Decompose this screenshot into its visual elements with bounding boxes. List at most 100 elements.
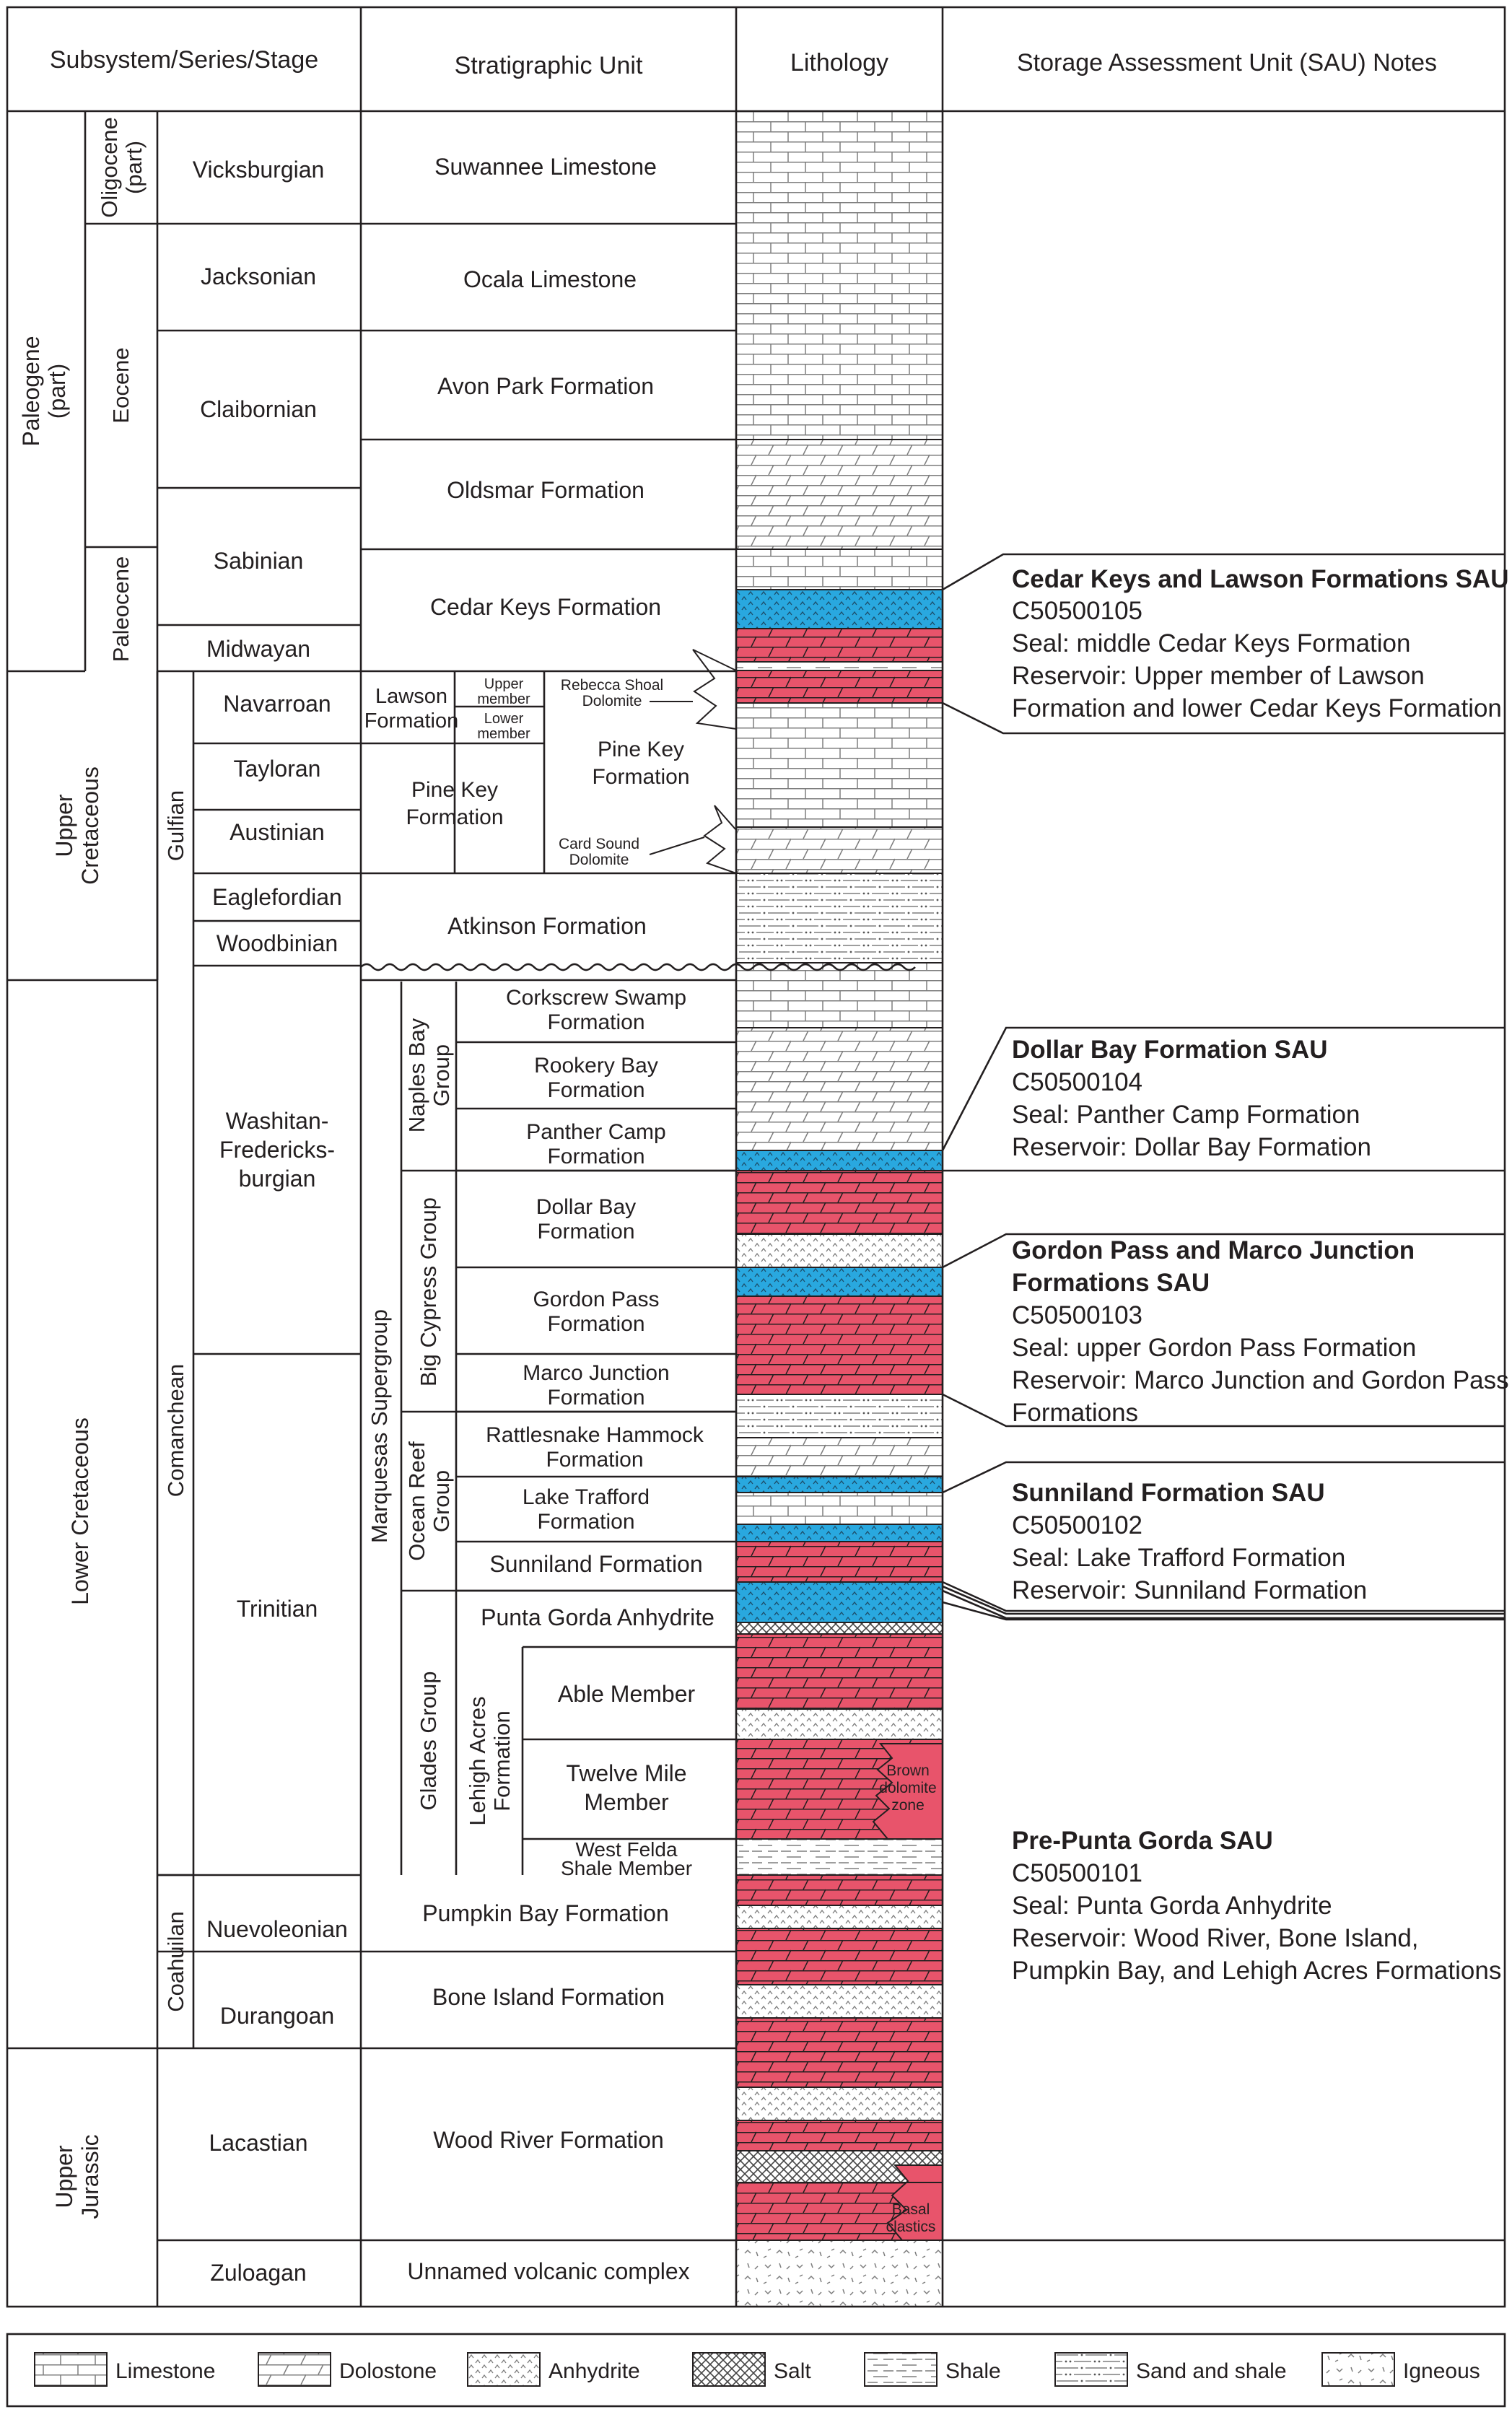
label-basal-clastics: Basal clastics [886,2201,936,2235]
unconformity-line [360,963,916,971]
legend-salt-label: Salt [774,2359,811,2383]
lith-salt-thin [736,1622,943,1634]
lith-limestone-cedar [736,549,943,590]
table-grid [6,6,1506,2308]
sau-sunniland-title: Sunniland Formation SAU [1012,1479,1325,1507]
sau-dollar-bay-line3: Reservoir: Dollar Bay Formation [1012,1133,1371,1161]
series-gulfian: Gulfian [163,790,188,861]
lith-anhydrite-boneisland [736,1985,943,2018]
series-oligocene: Oligocene(part) [97,117,147,218]
stage-labels: Vicksburgian Jacksonian Claibornian Sabi… [193,157,348,2286]
legend: Limestone Dolostone Anhydrite Salt Shale… [6,2333,1506,2408]
unit-corkscrew: Corkscrew Swamp Formation [506,986,686,1034]
system-lower-cretaceous: Lower Cretaceous [67,1417,93,1605]
lith-anhydrite-woodriver [736,2087,943,2120]
lith-shale-westfelda [736,1839,943,1875]
series-coahuilan: Coahuilan [163,1911,188,2012]
group-ocean-reef: Ocean ReefGroup [404,1441,454,1561]
unit-lawson: Lawson Formation [364,685,459,733]
group-big-cypress: Big Cypress Group [416,1197,441,1386]
sau-cedar-keys-title: Cedar Keys and Lawson Formations SAU [1012,565,1508,593]
lithology-column [736,111,943,2307]
lith-dolomite-woodriver-1 [736,2120,943,2151]
legend-shale: Shale [864,2352,1001,2387]
group-lehigh-acres: Lehigh AcresFormation [465,1696,515,1825]
unit-wood-river: Wood River Formation [433,2127,664,2153]
legend-igneous-label: Igneous [1403,2359,1480,2383]
lith-dolostone-rattlesnake [736,1438,943,1477]
unit-panther-camp: Panther Camp Formation [526,1120,665,1168]
sau-notes: Cedar Keys and Lawson Formations SAU C50… [1012,565,1509,1985]
group-glades: Glades Group [416,1672,441,1811]
series-paleocene: Paleocene [108,556,134,663]
stage-sabinian: Sabinian [214,548,304,574]
stage-claibornian: Claibornian [200,396,317,422]
unit-avon-park: Avon Park Formation [437,373,654,399]
lith-anhydrite-gordon [736,1267,943,1296]
unit-unnamed-volcanic: Unnamed volcanic complex [407,2258,689,2284]
sau-gordon-pass-line3: Reservoir: Marco Junction and Gordon Pas… [1012,1366,1509,1394]
unit-west-felda: West Felda Shale Member [561,1838,692,1879]
sau-pre-punta-gorda: Pre-Punta Gorda SAU C50500101 Seal: Punt… [1012,1827,1501,1985]
sau-cedar-keys-line2: Seal: middle Cedar Keys Formation [1012,629,1410,657]
label-brown-dolomite: Brown dolomite zone [879,1762,936,1814]
sau-cedar-keys-line1: C50500105 [1012,597,1142,625]
lith-dolomite-dollarbay [736,1171,943,1234]
unit-punta-gorda: Punta Gorda Anhydrite [481,1604,715,1630]
sau-pre-punta-gorda-line4: Pumpkin Bay, and Lehigh Acres Formations [1012,1957,1501,1985]
lith-dolomite-boneisland [736,2018,943,2087]
sau-gordon-pass-line1: C50500103 [1012,1301,1142,1329]
group-labels: Marquesas Supergroup Naples BayGroup Big… [367,1018,515,1825]
sau-dollar-bay: Dollar Bay Formation SAU C50500104 Seal:… [1012,1036,1371,1161]
unit-ocala: Ocala Limestone [463,266,637,292]
lith-anhydrite-puntagorda [736,1582,943,1622]
sau-brackets [941,553,1505,2242]
unit-card-sound: Card Sound Dolomite [559,836,639,868]
system-labels: Paleogene(part) UpperCretaceous Lower Cr… [18,336,103,2219]
unit-atkinson: Atkinson Formation [447,913,647,939]
unit-pine-key-right: Pine Key Formation [592,738,689,789]
stage-woodbinian: Woodbinian [217,930,338,956]
legend-dolostone-label: Dolostone [339,2359,437,2383]
legend-shale-label: Shale [945,2359,1001,2383]
table-header: Subsystem/Series/Stage Stratigraphic Uni… [50,46,1437,79]
sau-dollar-bay-line1: C50500104 [1012,1068,1142,1096]
stage-lacastian: Lacastian [209,2130,308,2156]
sau-sunniland-line2: Seal: Lake Trafford Formation [1012,1544,1345,1572]
unit-suwannee: Suwannee Limestone [434,154,657,180]
lith-sand-shale-rattlesnake [736,1394,943,1438]
lith-dolostone-cardsound [736,827,943,873]
unit-oldsmar: Oldsmar Formation [447,477,644,503]
sau-gordon-pass-title: Gordon Pass and Marco Junction [1012,1236,1415,1264]
lith-limestone-upper [736,111,943,440]
lith-dolomite-pumpkin-2 [736,1928,943,1985]
system-upper-jurassic: UpperJurassic [51,2134,103,2219]
unit-labels: Suwannee Limestone Ocala Limestone Avon … [364,154,715,2284]
stage-vicksburgian: Vicksburgian [193,157,325,183]
unit-upper-member: Upper member [477,676,530,707]
lith-limestone-pinekey [736,703,943,827]
lith-limestone-corkscrew [736,963,943,1028]
sau-dollar-bay-title: Dollar Bay Formation SAU [1012,1036,1328,1064]
legend-limestone: Limestone [34,2352,215,2387]
lith-igneous-volcanic [736,2240,943,2307]
series-eocene: Eocene [108,347,134,423]
lith-anhydrite-white-1 [736,1234,943,1267]
header-lithology: Lithology [790,49,888,77]
lithology-bed-lines [736,439,943,2241]
lith-shale-thin [736,662,943,670]
stage-midwayan: Midwayan [206,636,310,662]
lith-anhydrite-laketrafford-1 [736,1477,943,1493]
unit-dollar-bay: Dollar Bay Formation [536,1195,636,1244]
sau-pre-punta-gorda-title: Pre-Punta Gorda SAU [1012,1827,1273,1855]
stage-jacksonian: Jacksonian [201,263,316,289]
lith-dolostone-oldsmar [736,440,943,549]
series-labels: Oligocene(part) Eocene Paleocene Gulfian… [97,117,188,2012]
lith-limestone-laketrafford [736,1493,943,1524]
lith-anhydrite-laketrafford-2 [736,1524,943,1542]
lith-anhydrite-panther [736,1150,943,1171]
sau-gordon-pass-line2: Seal: upper Gordon Pass Formation [1012,1334,1416,1362]
lith-anhydrite-cedar [736,590,943,629]
unit-bone-island: Bone Island Formation [432,1984,665,2010]
